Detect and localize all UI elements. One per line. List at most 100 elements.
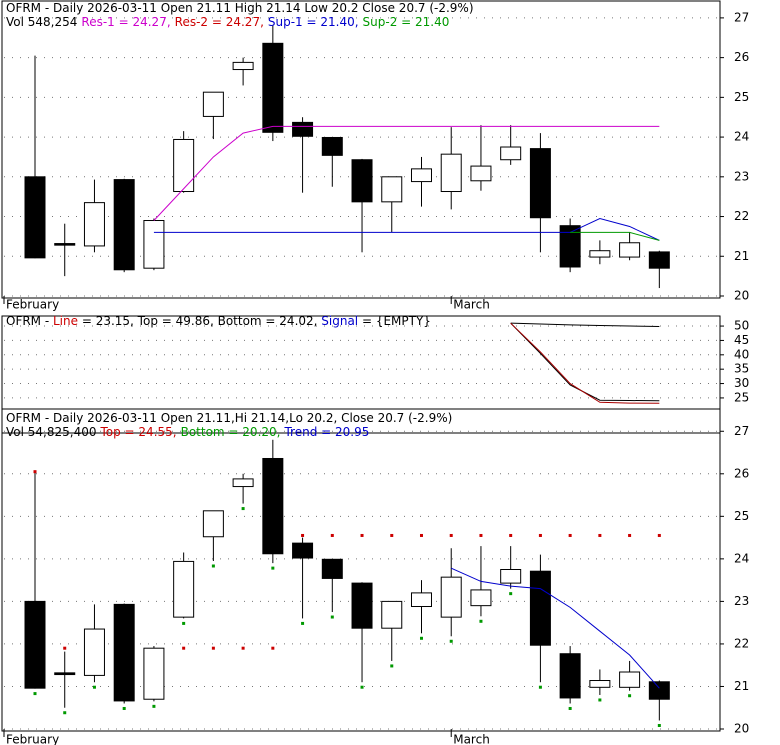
signal-dot	[33, 692, 37, 696]
signal-dot	[449, 639, 453, 643]
y-tick-label: 30	[734, 376, 749, 390]
y-tick-label: 20	[734, 722, 749, 736]
y-tick-label: 35	[734, 362, 749, 376]
y-tick-label: 26	[734, 466, 749, 480]
candle-body	[83, 628, 105, 676]
signal-dot	[241, 507, 245, 511]
series-line	[153, 125, 660, 221]
signal-dot	[628, 533, 632, 537]
header-part: Signal	[321, 314, 358, 328]
candle-body	[410, 168, 432, 183]
header-text: OFRM - Line = 23.15, Top = 49.86, Bottom…	[6, 314, 431, 328]
candle-body	[113, 603, 135, 702]
signal-dot	[122, 706, 126, 710]
header-part: Top = 24.55,	[99, 425, 176, 439]
candle-body	[351, 159, 373, 203]
candle-body	[648, 251, 670, 269]
signal-dot	[211, 646, 215, 650]
signal-dot	[301, 621, 305, 625]
y-tick-label: 25	[734, 509, 749, 523]
candle-body	[619, 671, 641, 688]
y-tick-label: 22	[734, 209, 749, 223]
y-tick-label: 23	[734, 169, 749, 183]
signal-dot	[598, 698, 602, 702]
candle-body	[262, 457, 284, 555]
header-part: OFRM - Daily 2026-03-11 Open 21.11,Hi 21…	[6, 411, 452, 425]
series-line	[153, 217, 660, 241]
x-tick-label: February	[6, 298, 59, 312]
series-line	[510, 322, 660, 404]
candle-body	[381, 600, 403, 629]
x-tick-label: February	[6, 733, 59, 745]
y-tick-label: 25	[734, 90, 749, 104]
header-text: Vol 548,254 Res-1 = 24.27, Res-2 = 24.27, S…	[6, 15, 449, 29]
candle-body	[589, 250, 611, 258]
signal-dot	[657, 533, 661, 537]
signal-dot	[33, 470, 37, 474]
candle-body	[500, 569, 522, 584]
signal-dot	[479, 533, 483, 537]
signal-dot	[182, 621, 186, 625]
signal-dot	[63, 646, 67, 650]
candle-body	[83, 202, 105, 247]
signal-dot	[419, 533, 423, 537]
signal-dot	[628, 694, 632, 698]
y-tick-label: 45	[734, 333, 749, 347]
candle-body	[500, 146, 522, 161]
signal-dot	[598, 533, 602, 537]
y-tick-label: 20	[734, 289, 749, 303]
candle-body	[173, 560, 195, 618]
signal-dot	[271, 646, 275, 650]
signal-dot	[271, 566, 275, 570]
y-tick-label: 21	[734, 679, 749, 693]
header-part: Sup-1 = 21.40,	[268, 15, 359, 29]
header-part: Line	[53, 314, 78, 328]
header-part: Vol 54,825,400	[6, 425, 96, 439]
signal-dot	[92, 685, 96, 689]
header-part: = {EMPTY}	[358, 314, 431, 328]
candle-body	[321, 558, 343, 579]
signal-dot	[182, 646, 186, 650]
signal-dot	[568, 706, 572, 710]
signal-dot	[390, 664, 394, 668]
header-text: Vol 54,825,400 Top = 24.55, Bottom = 20.20…	[6, 425, 369, 439]
candle-body	[410, 592, 432, 608]
signal-dot	[568, 533, 572, 537]
header-part: Vol 548,254	[6, 15, 77, 29]
candle-body	[292, 121, 314, 137]
signal-dot	[63, 711, 67, 715]
panel-frame	[1, 408, 721, 732]
candle-body	[202, 91, 224, 117]
y-tick-label: 25	[734, 390, 749, 404]
candle-body	[232, 478, 254, 488]
signal-dot	[360, 685, 364, 689]
header-part: Res-1 = 24.27,	[81, 15, 170, 29]
y-tick-label: 22	[734, 636, 749, 650]
candle-body	[589, 680, 611, 688]
panel-frame	[1, 0, 721, 299]
candle-body	[262, 42, 284, 133]
candle-body	[232, 61, 254, 71]
series-line	[570, 231, 660, 241]
candle-body	[470, 165, 492, 182]
signal-dot	[479, 619, 483, 623]
candle-body	[24, 176, 46, 259]
signal-dot	[509, 592, 513, 596]
signal-dot	[301, 533, 305, 537]
header-text: OFRM - Daily 2026-03-11 Open 21.11 High …	[6, 1, 474, 15]
candle-body	[143, 647, 165, 700]
candle-body	[529, 570, 551, 646]
candle-body	[381, 176, 403, 203]
y-tick-label: 21	[734, 249, 749, 263]
candle-body	[440, 153, 462, 193]
header-text: OFRM - Daily 2026-03-11 Open 21.11,Hi 21…	[6, 411, 452, 425]
candle-body	[351, 582, 373, 629]
candle-body	[202, 510, 224, 538]
y-tick-label: 24	[734, 551, 749, 565]
signal-dot	[538, 533, 542, 537]
candle-body	[529, 148, 551, 219]
header-part: Trend = 20.95	[283, 425, 369, 439]
signal-dot	[390, 533, 394, 537]
x-tick-label: March	[453, 733, 490, 745]
y-tick-label: 50	[734, 319, 749, 333]
